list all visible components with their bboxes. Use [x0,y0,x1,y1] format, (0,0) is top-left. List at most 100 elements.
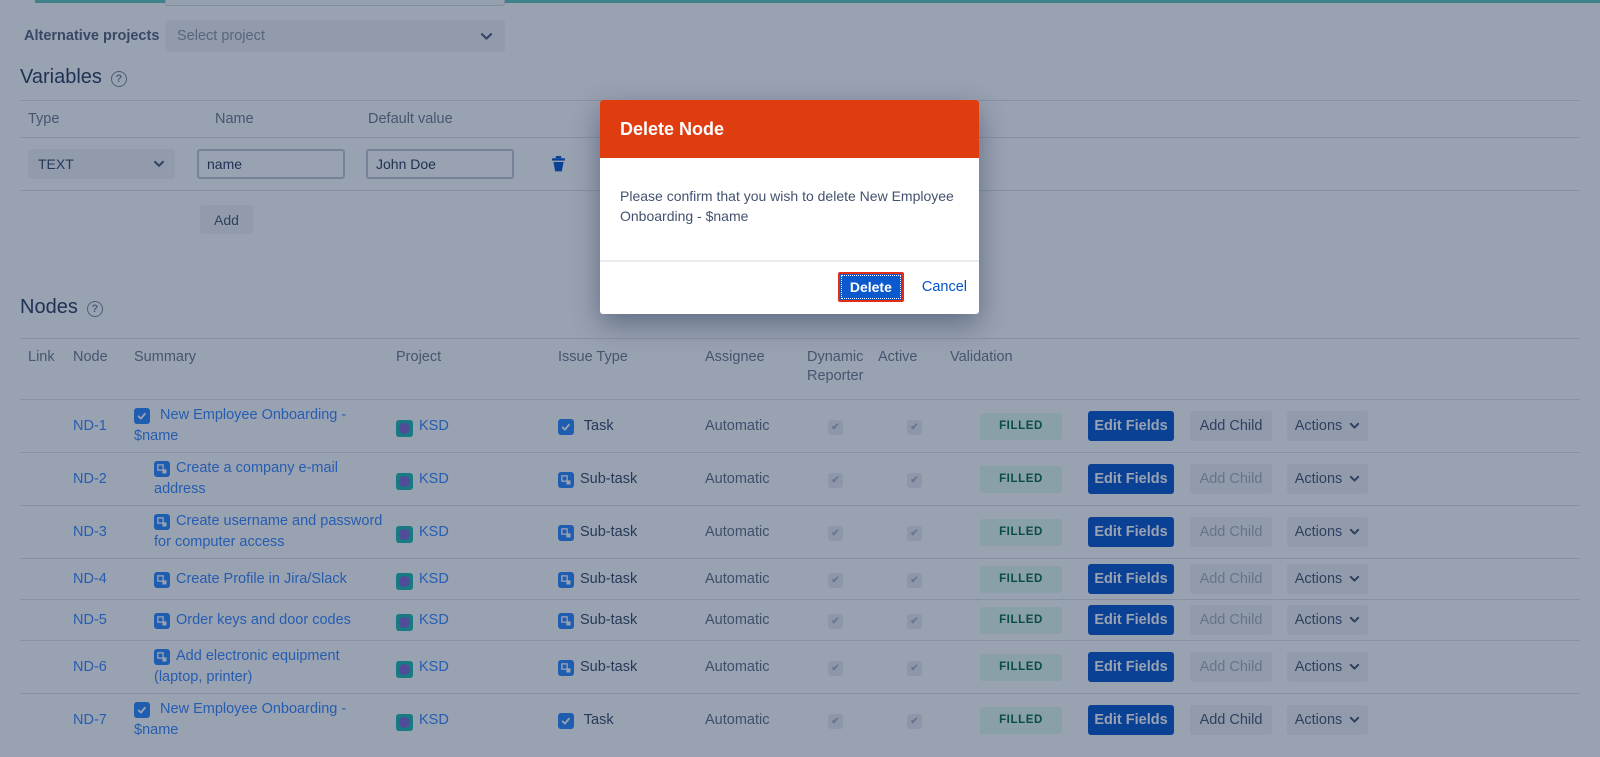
cancel-button[interactable]: Cancel [921,279,967,295]
actions-button[interactable]: Actions [1287,517,1368,547]
project-link[interactable]: KSD [396,524,449,543]
dynamic-reporter-checkbox[interactable] [828,713,843,729]
issue-type-label: Sub-task [580,658,638,675]
actions-button[interactable]: Actions [1287,464,1368,494]
help-icon[interactable] [110,70,127,87]
add-variable-button[interactable]: Add [200,205,253,234]
add-child-button[interactable]: Add Child [1190,564,1272,594]
active-checkbox[interactable] [907,525,922,541]
project-avatar-icon [396,419,413,437]
variable-default-input[interactable] [366,149,514,179]
node-link[interactable]: ND-3 [73,523,107,540]
project-link[interactable]: KSD [396,612,449,631]
project-link[interactable]: KSD [396,712,449,731]
dynamic-reporter-checkbox[interactable] [828,572,843,588]
assignee-value: Automatic [705,523,770,540]
node-link[interactable]: ND-5 [73,611,107,628]
project-link[interactable]: KSD [396,417,449,437]
chevron-down-icon [1349,422,1360,430]
actions-button[interactable]: Actions [1287,411,1368,441]
chevron-down-icon [1349,475,1360,483]
summary-link[interactable]: Add electronic equipment (laptop, printe… [134,646,388,688]
dynamic-reporter-checkbox[interactable] [828,419,843,435]
add-child-button[interactable]: Add Child [1190,705,1272,735]
column-header-empty [1279,338,1580,400]
subtask-icon [558,524,574,541]
assignee-value: Automatic [705,658,770,675]
issue-type-label: Sub-task [580,570,638,587]
node-link[interactable]: ND-6 [73,658,107,675]
variable-type-select[interactable]: TEXT [28,149,175,179]
edit-fields-button[interactable]: Edit Fields [1088,411,1174,441]
active-checkbox[interactable] [907,660,922,676]
column-header-type: Type [28,111,60,127]
edit-fields-button[interactable]: Edit Fields [1088,652,1174,682]
delete-variable-button[interactable] [548,153,569,175]
task-icon [558,712,574,729]
project-key: KSD [419,417,449,434]
dynamic-reporter-checkbox[interactable] [828,613,843,629]
edit-fields-button[interactable]: Edit Fields [1088,605,1174,635]
active-checkbox[interactable] [907,419,922,435]
modal-title: Delete Node [620,118,725,139]
project-key: KSD [419,570,449,587]
dynamic-reporter-checkbox[interactable] [828,472,843,488]
alternative-projects-select[interactable]: Select project [165,20,505,52]
summary-link[interactable]: Order keys and door codes [134,610,388,631]
edit-fields-button[interactable]: Edit Fields [1088,517,1174,547]
summary-link[interactable]: Create Profile in Jira/Slack [134,569,388,590]
node-link[interactable]: ND-7 [73,711,107,728]
table-row: ND-1 New Employee Onboarding - $name KSD [20,400,1580,453]
actions-button[interactable]: Actions [1287,652,1368,682]
node-link[interactable]: ND-2 [73,470,107,487]
summary-link[interactable]: Create username and password for compute… [134,511,388,553]
link-cell [20,452,65,506]
summary-link[interactable]: New Employee Onboarding - $name [134,699,388,741]
active-checkbox[interactable] [907,572,922,588]
issue-type-label: Sub-task [580,611,638,628]
node-link[interactable]: ND-4 [73,570,107,587]
validation-badge: FILLED [980,518,1062,546]
help-icon[interactable] [86,300,103,317]
add-child-button[interactable]: Add Child [1190,652,1272,682]
dynamic-reporter-checkbox[interactable] [828,660,843,676]
edit-fields-button[interactable]: Edit Fields [1088,705,1174,735]
actions-button-label: Actions [1294,659,1343,675]
active-checkbox[interactable] [907,613,922,629]
project-avatar-icon [396,525,413,543]
project-avatar-icon [396,572,413,590]
variables-heading: Variables [20,66,1580,89]
add-child-button[interactable]: Add Child [1190,411,1272,441]
validation-badge: FILLED [980,606,1062,634]
summary-link[interactable]: New Employee Onboarding - $name [134,405,388,447]
edit-fields-button[interactable]: Edit Fields [1088,464,1174,494]
summary-link[interactable]: Create a company e-mail address [134,458,388,500]
add-child-button[interactable]: Add Child [1190,464,1272,494]
actions-button-label: Actions [1294,712,1343,728]
delete-button[interactable]: Delete [837,272,904,302]
variable-name-input[interactable] [197,149,345,179]
subtask-icon [154,514,170,530]
node-link[interactable]: ND-1 [73,417,107,434]
project-link[interactable]: KSD [396,570,449,590]
add-child-button[interactable]: Add Child [1190,517,1272,547]
subtask-icon [558,612,574,629]
chevron-down-icon [1349,663,1360,671]
project-link[interactable]: KSD [396,471,449,490]
column-header-project: Project [388,338,550,400]
edit-fields-button[interactable]: Edit Fields [1088,564,1174,594]
actions-button[interactable]: Actions [1287,605,1368,635]
actions-button[interactable]: Actions [1287,705,1368,735]
chevron-down-icon [480,32,493,41]
project-link[interactable]: KSD [396,659,449,678]
dynamic-reporter-checkbox[interactable] [828,525,843,541]
column-header-active: Active [870,338,942,400]
active-checkbox[interactable] [907,472,922,488]
active-checkbox[interactable] [907,713,922,729]
actions-button-label: Actions [1294,471,1343,487]
subtask-icon [154,612,170,629]
actions-button[interactable]: Actions [1287,564,1368,594]
add-child-button[interactable]: Add Child [1190,605,1272,635]
table-row: ND-2 Create a company e-mail address KSD [20,452,1580,506]
link-cell [20,505,65,559]
